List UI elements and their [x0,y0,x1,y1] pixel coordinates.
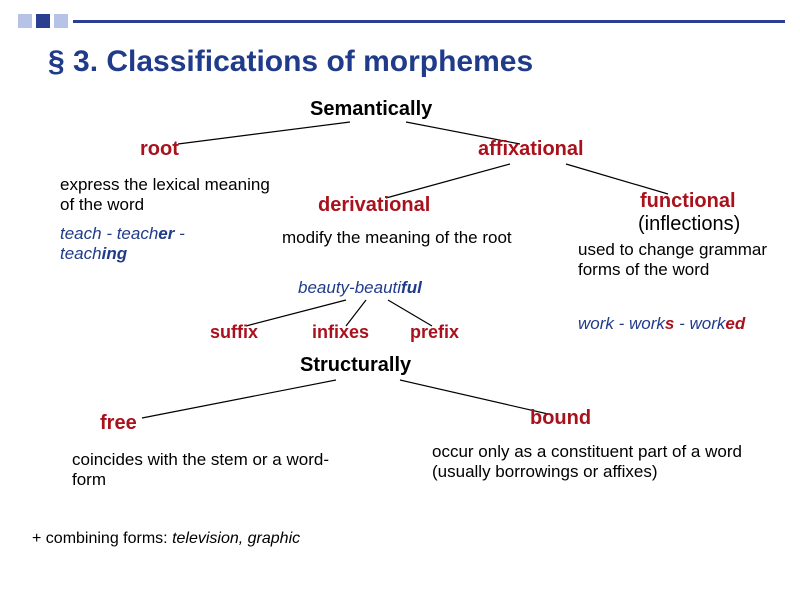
node-affixational: affixational [478,138,584,161]
free-desc: coincides with the stem or a word-form [72,450,332,489]
node-prefix: prefix [410,322,459,343]
node-structurally: Structurally [300,354,411,377]
root-example: teach - teacher - teaching [60,224,240,263]
bound-desc: occur only as a constituent part of a wo… [432,442,762,481]
derivational-example: beauty-beautiful [298,278,422,298]
node-functional-sub: (inflections) [638,213,740,236]
node-root: root [140,138,179,161]
derivational-desc: modify the meaning of the root [282,228,512,248]
root-desc: express the lexical meaning of the word [60,175,280,214]
node-bound: bound [530,407,591,430]
node-suffix: suffix [210,322,258,343]
functional-desc: used to change grammar forms of the word [578,240,788,279]
node-infixes: infixes [312,322,369,343]
footer-note: + combining forms: television, graphic [32,530,300,548]
node-functional: functional [640,190,736,213]
node-free: free [100,412,137,435]
node-semantically: Semantically [310,98,432,121]
functional-example: work - works - worked [578,314,745,334]
node-derivational: derivational [318,194,430,217]
diagram-canvas: Semantically root express the lexical me… [0,0,800,600]
